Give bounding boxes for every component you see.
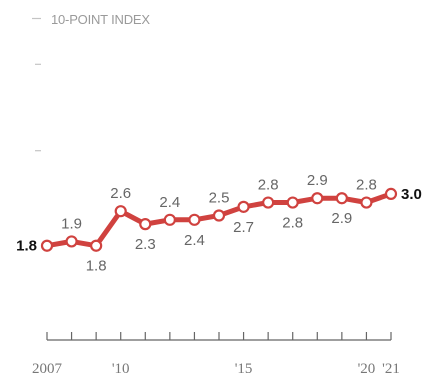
data-point	[311, 192, 324, 205]
data-point	[163, 213, 176, 226]
x-tick-labels: 2007 '10 '15 '20 '21	[32, 361, 400, 377]
y-axis-unit-label: 10-POINT INDEX	[51, 12, 150, 27]
x-tick-label: '10	[112, 361, 130, 377]
data-points	[40, 187, 398, 252]
data-label: 2.8	[282, 215, 303, 232]
data-point	[40, 239, 54, 252]
data-label: 1.9	[61, 215, 82, 232]
x-tick-label: '20	[358, 361, 376, 377]
data-label: 2.8	[258, 177, 279, 194]
data-point	[139, 218, 152, 231]
x-tick-label: '21	[382, 361, 400, 377]
data-point	[188, 213, 201, 226]
data-label: 2.9	[307, 172, 328, 189]
data-label: 2.8	[356, 177, 377, 194]
x-tick-label: 2007	[32, 361, 63, 377]
data-point	[262, 196, 275, 209]
data-labels: 1.81.91.82.62.32.42.42.52.72.82.82.92.92…	[16, 172, 422, 275]
data-label: 2.5	[209, 190, 230, 207]
data-label: 3.0	[401, 186, 422, 203]
x-tick-label: '15	[235, 361, 253, 377]
y-axis-ticks	[32, 17, 41, 152]
data-point	[384, 187, 398, 200]
data-point	[114, 205, 127, 218]
data-label: 2.3	[135, 236, 156, 253]
data-point	[90, 239, 103, 252]
x-axis	[46, 332, 392, 341]
data-label: 1.8	[16, 238, 37, 255]
data-label: 2.4	[184, 232, 205, 249]
data-label: 2.4	[159, 194, 180, 211]
data-point	[286, 196, 299, 209]
data-point	[65, 235, 78, 248]
data-point	[212, 209, 226, 222]
data-point	[237, 200, 250, 213]
data-point	[360, 196, 373, 209]
data-label: 2.9	[331, 210, 352, 227]
data-point	[335, 192, 348, 205]
data-label: 1.8	[86, 258, 107, 275]
data-label: 2.7	[233, 219, 254, 236]
data-label: 2.6	[110, 185, 131, 202]
